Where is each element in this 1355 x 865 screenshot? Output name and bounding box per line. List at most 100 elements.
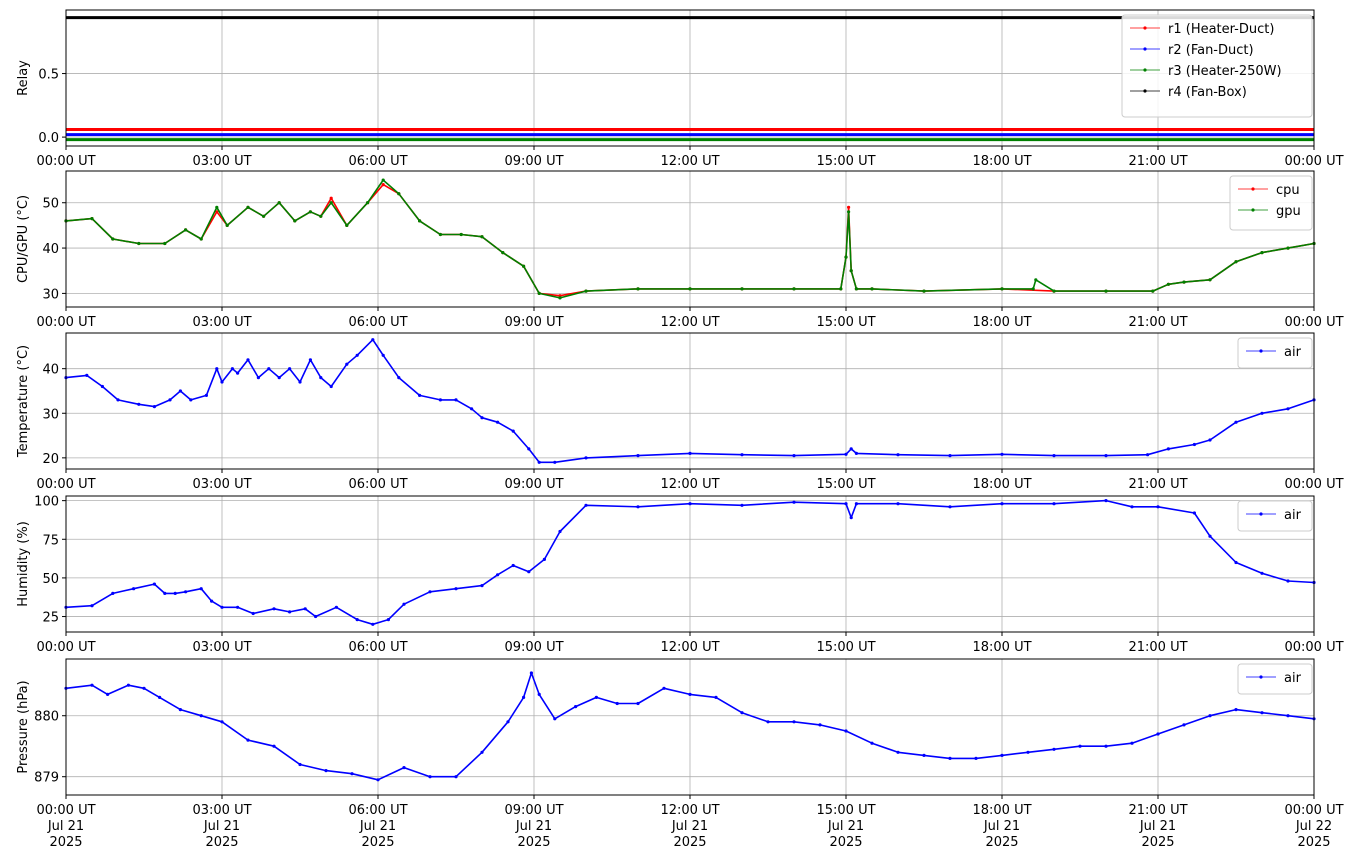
data-point bbox=[1166, 447, 1170, 451]
x-date-label: 2025 bbox=[517, 835, 550, 850]
data-point bbox=[204, 393, 208, 397]
data-point bbox=[1234, 260, 1238, 264]
series-group bbox=[64, 499, 1316, 626]
series-group bbox=[64, 671, 1316, 782]
data-point bbox=[246, 205, 250, 209]
data-point bbox=[178, 708, 182, 712]
x-date-label: Jul 21 bbox=[515, 819, 552, 834]
legend-box bbox=[1237, 500, 1313, 532]
data-point bbox=[527, 447, 531, 451]
legend: air bbox=[1237, 500, 1313, 532]
x-tick-label: 09:00 UT bbox=[504, 315, 563, 330]
data-point bbox=[1000, 452, 1004, 456]
data-point bbox=[922, 753, 926, 758]
y-axis-label: Temperature (°C) bbox=[16, 345, 31, 458]
legend-label: air bbox=[1284, 508, 1302, 523]
data-point bbox=[210, 599, 214, 603]
data-point bbox=[230, 367, 234, 371]
x-tick-label: 00:00 UT bbox=[36, 640, 95, 655]
x-tick-label: 18:00 UT bbox=[972, 154, 1031, 169]
x-tick-label: 00:00 UT bbox=[1284, 477, 1343, 492]
data-point bbox=[189, 398, 193, 402]
data-point bbox=[277, 201, 281, 205]
data-point bbox=[792, 287, 796, 291]
data-point bbox=[537, 692, 541, 697]
data-point bbox=[215, 210, 219, 214]
data-point bbox=[371, 338, 375, 342]
data-point bbox=[1286, 246, 1290, 250]
data-point bbox=[511, 429, 515, 433]
data-point bbox=[636, 454, 640, 458]
data-point bbox=[418, 219, 422, 223]
legend-label: air bbox=[1284, 345, 1302, 360]
data-point bbox=[511, 563, 515, 568]
data-point bbox=[1286, 714, 1290, 718]
x-tick-label: 15:00 UT bbox=[816, 315, 875, 330]
data-point bbox=[740, 453, 744, 457]
data-point bbox=[501, 251, 505, 255]
data-point bbox=[1260, 411, 1264, 415]
x-tick-label: 03:00 UT bbox=[192, 640, 251, 655]
legend: air bbox=[1237, 663, 1313, 695]
x-tick-label: 00:00 UT bbox=[36, 477, 95, 492]
data-point bbox=[288, 367, 292, 371]
x-tick-label: 06:00 UT bbox=[348, 640, 407, 655]
data-point bbox=[371, 622, 375, 626]
x-date-label: Jul 21 bbox=[983, 819, 1020, 834]
data-point bbox=[90, 604, 94, 608]
data-point bbox=[496, 573, 500, 577]
data-point bbox=[792, 454, 796, 458]
data-point bbox=[870, 287, 874, 291]
x-date-label: Jul 22 bbox=[1295, 819, 1332, 834]
data-point bbox=[1286, 579, 1290, 583]
y-tick-label: 75 bbox=[42, 533, 59, 548]
data-point bbox=[236, 605, 240, 609]
data-point bbox=[329, 196, 333, 200]
data-point bbox=[246, 738, 250, 742]
data-point bbox=[438, 398, 442, 402]
data-point bbox=[480, 416, 484, 420]
data-point bbox=[215, 205, 219, 209]
x-tick-label: 12:00 UT bbox=[660, 803, 719, 818]
y-tick-label: 50 bbox=[42, 197, 59, 212]
data-point bbox=[168, 398, 172, 402]
data-point bbox=[215, 367, 219, 371]
legend-box bbox=[1229, 175, 1313, 231]
y-tick-label: 0.0 bbox=[38, 131, 59, 146]
data-point bbox=[459, 232, 463, 237]
data-point bbox=[636, 701, 640, 706]
x-tick-label: 12:00 UT bbox=[660, 640, 719, 655]
data-point bbox=[184, 228, 188, 232]
x-tick-label: 15:00 UT bbox=[816, 477, 875, 492]
data-point bbox=[844, 452, 848, 456]
data-point bbox=[1000, 502, 1004, 506]
data-point bbox=[553, 717, 557, 721]
y-tick-label: 880 bbox=[34, 710, 59, 725]
data-point bbox=[199, 714, 203, 718]
data-point bbox=[584, 289, 588, 293]
x-date-label: 2025 bbox=[673, 835, 706, 850]
data-point bbox=[1000, 753, 1004, 758]
x-date-label: 2025 bbox=[1297, 835, 1330, 850]
data-point bbox=[844, 502, 848, 506]
legend-swatch-marker bbox=[1251, 187, 1255, 191]
data-point bbox=[844, 255, 848, 259]
x-tick-label: 15:00 UT bbox=[816, 803, 875, 818]
x-tick-label: 21:00 UT bbox=[1128, 640, 1187, 655]
data-point bbox=[324, 769, 328, 773]
legend-swatch-marker bbox=[1259, 512, 1263, 516]
data-point bbox=[1052, 747, 1056, 751]
data-point bbox=[740, 711, 744, 715]
legend-swatch-marker bbox=[1143, 47, 1147, 51]
legend-swatch-marker bbox=[1251, 208, 1255, 212]
x-tick-label: 18:00 UT bbox=[972, 803, 1031, 818]
data-point bbox=[329, 384, 333, 389]
data-point bbox=[376, 778, 380, 782]
data-point bbox=[584, 503, 588, 507]
data-point bbox=[870, 741, 874, 745]
x-tick-label: 09:00 UT bbox=[504, 154, 563, 169]
data-point bbox=[1156, 732, 1160, 736]
data-point bbox=[1031, 287, 1035, 291]
x-tick-label: 00:00 UT bbox=[36, 154, 95, 169]
